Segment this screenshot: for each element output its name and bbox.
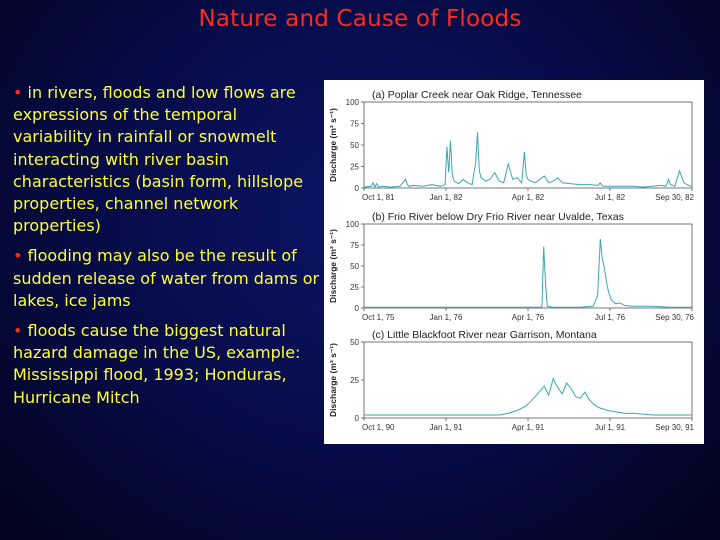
y-tick-label: 0 <box>355 304 360 313</box>
bullet-3: • floods cause the biggest natural hazar… <box>13 320 321 409</box>
panel-frame <box>363 223 693 309</box>
bullet-2: • flooding may also be the result of sud… <box>13 245 321 312</box>
panel-title: (b) Frio River below Dry Frio River near… <box>372 211 624 223</box>
bullet-text-3: floods cause the biggest natural hazard … <box>13 321 301 407</box>
x-tick-label: Jan 1, 82 <box>430 193 463 202</box>
discharge-series-line <box>363 132 693 189</box>
x-tick-label: Sep 30, 76 <box>655 313 694 322</box>
y-tick-label: 50 <box>350 262 359 271</box>
bullet-list: • in rivers, floods and low flows are ex… <box>13 82 321 417</box>
y-tick-label: 0 <box>355 414 360 423</box>
y-tick-label: 50 <box>350 338 359 347</box>
x-tick-label: Jul 1, 82 <box>595 193 626 202</box>
bullet-text-1: in rivers, floods and low flows are expr… <box>13 83 304 236</box>
x-tick-label: Oct 1, 90 <box>362 423 395 432</box>
hydrograph-svg: (a) Poplar Creek near Oak Ridge, Tenness… <box>328 89 695 432</box>
bullet-marker: • <box>13 321 23 341</box>
panel-title: (c) Little Blackfoot River near Garrison… <box>372 329 597 341</box>
y-axis-label: Discharge (m³ s⁻¹) <box>328 343 338 417</box>
y-tick-label: 100 <box>346 220 360 229</box>
bullet-marker: • <box>13 246 23 266</box>
x-tick-label: Jan 1, 76 <box>430 313 463 322</box>
x-tick-label: Sep 30, 82 <box>655 193 694 202</box>
y-tick-label: 25 <box>350 283 359 292</box>
y-tick-label: 25 <box>350 376 359 385</box>
x-tick-label: Jan 1, 91 <box>430 423 463 432</box>
y-tick-label: 0 <box>355 184 360 193</box>
x-tick-label: Sep 30, 91 <box>655 423 694 432</box>
y-axis-label: Discharge (m³ s⁻¹) <box>328 229 338 303</box>
x-tick-label: Oct 1, 75 <box>362 313 395 322</box>
bullet-1: • in rivers, floods and low flows are ex… <box>13 82 321 237</box>
x-tick-label: Oct 1, 81 <box>362 193 395 202</box>
y-tick-label: 75 <box>350 120 359 129</box>
x-tick-label: Apr 1, 82 <box>512 193 545 202</box>
discharge-series-line <box>364 239 692 308</box>
discharge-series-line <box>364 377 692 416</box>
y-axis-label: Discharge (m³ s⁻¹) <box>328 108 338 182</box>
slide-title: Nature and Cause of Floods <box>198 6 522 32</box>
panel-title: (a) Poplar Creek near Oak Ridge, Tenness… <box>372 89 582 101</box>
y-tick-label: 100 <box>346 98 360 107</box>
y-tick-label: 75 <box>350 241 359 250</box>
x-tick-label: Jul 1, 91 <box>595 423 626 432</box>
x-tick-label: Jul 1, 76 <box>595 313 626 322</box>
y-tick-label: 25 <box>350 163 359 172</box>
bullet-marker: • <box>13 83 23 102</box>
x-tick-label: Apr 1, 91 <box>512 423 545 432</box>
bullet-text-2: flooding may also be the result of sudde… <box>13 246 320 310</box>
y-tick-label: 50 <box>350 141 359 150</box>
hydrograph-figure: (a) Poplar Creek near Oak Ridge, Tenness… <box>324 80 704 444</box>
panel-frame <box>363 101 693 189</box>
x-tick-label: Apr 1, 76 <box>512 313 545 322</box>
panel-frame <box>363 341 693 419</box>
